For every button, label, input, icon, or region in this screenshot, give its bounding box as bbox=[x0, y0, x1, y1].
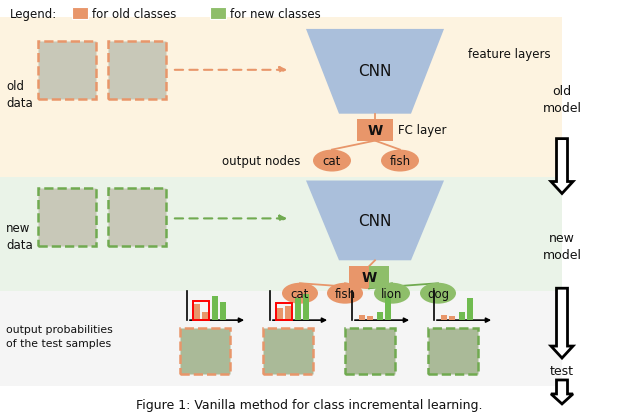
Text: old
model: old model bbox=[543, 85, 582, 114]
Text: Legend:: Legend: bbox=[10, 8, 57, 21]
Bar bbox=[194, 304, 200, 320]
Bar bbox=[449, 316, 455, 320]
Bar bbox=[180, 328, 230, 374]
Bar bbox=[369, 267, 389, 289]
Bar bbox=[441, 316, 447, 320]
Text: cat: cat bbox=[323, 155, 341, 168]
Bar bbox=[263, 328, 313, 374]
Polygon shape bbox=[551, 289, 573, 358]
Polygon shape bbox=[306, 30, 444, 114]
Bar bbox=[210, 8, 226, 20]
Bar bbox=[72, 8, 88, 20]
Text: CNN: CNN bbox=[358, 214, 392, 228]
Bar bbox=[385, 297, 391, 320]
Bar bbox=[202, 312, 208, 320]
Polygon shape bbox=[551, 139, 573, 194]
Bar bbox=[359, 316, 365, 320]
Text: output probabilities
of the test samples: output probabilities of the test samples bbox=[6, 325, 112, 348]
Text: W: W bbox=[362, 271, 376, 285]
Bar bbox=[285, 306, 291, 320]
Text: dog: dog bbox=[427, 287, 449, 300]
Bar bbox=[295, 299, 301, 320]
Bar bbox=[467, 299, 473, 320]
Ellipse shape bbox=[374, 283, 410, 304]
Text: feature layers: feature layers bbox=[468, 48, 551, 61]
Bar bbox=[277, 309, 283, 320]
Bar bbox=[357, 119, 393, 141]
Polygon shape bbox=[306, 181, 444, 261]
Ellipse shape bbox=[313, 150, 351, 172]
Ellipse shape bbox=[327, 283, 363, 304]
Bar bbox=[38, 42, 96, 100]
Bar bbox=[212, 297, 218, 320]
Bar bbox=[0, 177, 562, 292]
Ellipse shape bbox=[381, 150, 419, 172]
Bar bbox=[220, 302, 226, 320]
Text: old
data: old data bbox=[6, 80, 33, 109]
Polygon shape bbox=[551, 380, 573, 404]
Bar bbox=[108, 42, 166, 100]
Text: FC layer: FC layer bbox=[398, 124, 446, 137]
Bar bbox=[345, 328, 395, 374]
Text: for new classes: for new classes bbox=[230, 8, 321, 21]
Bar bbox=[459, 312, 465, 320]
Bar bbox=[276, 304, 292, 320]
Bar bbox=[108, 189, 166, 247]
Text: CNN: CNN bbox=[358, 64, 392, 79]
Bar bbox=[377, 312, 383, 320]
Text: lion: lion bbox=[381, 287, 403, 300]
Text: new
model: new model bbox=[543, 232, 582, 262]
Bar bbox=[0, 18, 562, 177]
Text: Figure 1: Vanilla method for class incremental learning.: Figure 1: Vanilla method for class incre… bbox=[136, 399, 482, 411]
Bar bbox=[303, 294, 309, 320]
Bar bbox=[0, 292, 562, 386]
Text: new
data: new data bbox=[6, 222, 33, 252]
Bar bbox=[428, 328, 478, 374]
Text: cat: cat bbox=[291, 287, 309, 300]
Ellipse shape bbox=[282, 283, 318, 304]
Text: test: test bbox=[550, 363, 574, 377]
Text: fish: fish bbox=[389, 155, 410, 168]
Bar bbox=[349, 267, 369, 289]
Ellipse shape bbox=[420, 283, 456, 304]
Bar bbox=[367, 316, 373, 320]
Text: output nodes: output nodes bbox=[222, 155, 300, 168]
Bar bbox=[193, 301, 209, 320]
Bar bbox=[38, 189, 96, 247]
Text: for old classes: for old classes bbox=[92, 8, 176, 21]
Text: W: W bbox=[367, 123, 383, 137]
Text: fish: fish bbox=[334, 287, 355, 300]
